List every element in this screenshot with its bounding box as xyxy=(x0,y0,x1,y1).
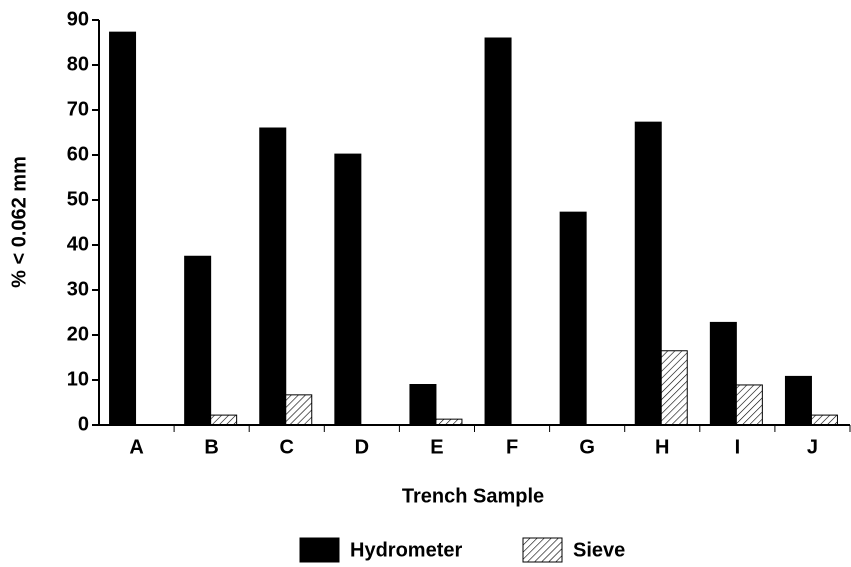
bar xyxy=(735,384,763,426)
bar xyxy=(810,414,838,426)
bar xyxy=(184,255,212,426)
x-tick-label: C xyxy=(280,436,294,458)
legend-label: Sieve xyxy=(573,539,625,561)
x-tick-label: I xyxy=(735,436,741,458)
y-tick-label: 50 xyxy=(67,188,89,210)
bar xyxy=(409,384,437,426)
x-tick-label: A xyxy=(129,436,143,458)
bar xyxy=(109,31,137,426)
y-tick-label: 20 xyxy=(67,323,89,345)
bar xyxy=(709,321,737,426)
bar xyxy=(484,37,512,426)
x-tick-label: E xyxy=(430,436,443,458)
legend-swatch xyxy=(522,537,563,563)
x-tick-label: J xyxy=(807,436,818,458)
y-tick-label: 70 xyxy=(67,98,89,120)
legend-label: Hydrometer xyxy=(350,539,462,561)
y-axis-title: % < 0.062 mm xyxy=(8,156,30,288)
y-tick-label: 0 xyxy=(78,413,89,435)
x-axis-title: Trench Sample xyxy=(402,485,544,507)
bar xyxy=(334,153,362,426)
bar xyxy=(285,394,313,426)
y-tick-label: 40 xyxy=(67,233,89,255)
x-tick-label: D xyxy=(355,436,369,458)
x-tick-label: F xyxy=(506,436,518,458)
bar xyxy=(634,121,662,426)
x-tick-label: G xyxy=(579,436,595,458)
bar xyxy=(210,414,238,426)
y-tick-label: 60 xyxy=(67,143,89,165)
legend-swatch xyxy=(299,537,340,563)
bar xyxy=(559,211,587,426)
y-tick-label: 10 xyxy=(67,368,89,390)
bar xyxy=(660,350,688,426)
y-tick-label: 90 xyxy=(67,8,89,30)
y-tick-label: 30 xyxy=(67,278,89,300)
x-tick-label: B xyxy=(204,436,218,458)
x-tick-label: H xyxy=(655,436,669,458)
y-tick-label: 80 xyxy=(67,53,89,75)
bar xyxy=(259,127,287,426)
bar xyxy=(784,375,812,426)
